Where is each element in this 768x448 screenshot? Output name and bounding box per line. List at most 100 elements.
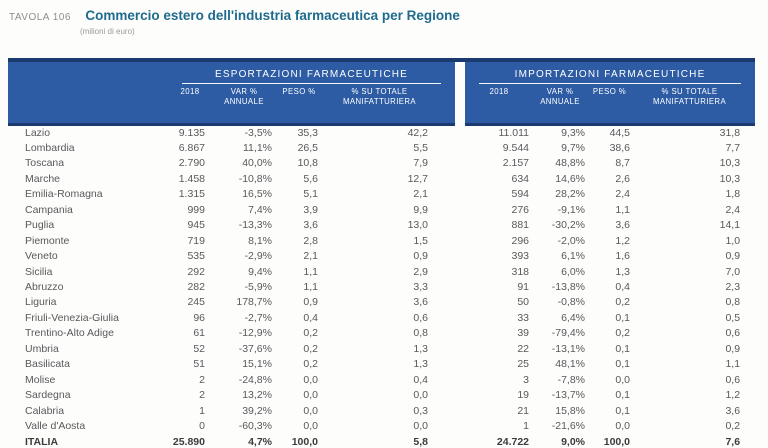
export-totale-cell: 2,9 (413, 265, 429, 278)
import-2018-cell: 393 (511, 250, 530, 263)
import-var-cell: 9,3% (561, 126, 586, 139)
table-row: Umbria 52 -37,6% 0,2 1,3 22 -13,1% 0,1 0… (8, 342, 755, 357)
col-header-export-totale: % SU TOTALE MANIFATTURIERA (322, 84, 456, 126)
table-row: Sardegna 2 13,2% 0,0 0,0 19 -13,7% 0,1 1… (8, 388, 755, 403)
import-totale-cell: 7,0 (725, 265, 741, 278)
table-row: Campania 999 7,4% 3,9 9,9 276 -9,1% 1,1 … (8, 203, 755, 218)
import-2018-cell: 9.544 (502, 141, 530, 154)
export-var-cell: -3,5% (244, 126, 272, 139)
export-var-cell: 178,7% (236, 296, 272, 309)
export-peso-cell: 1,1 (303, 281, 318, 294)
import-peso-cell: 0,0 (615, 420, 631, 433)
import-totale-cell: 0,5 (725, 311, 741, 324)
import-2018-cell: 594 (511, 188, 530, 201)
export-2018-cell: 25.890 (172, 435, 205, 448)
gap-cell (455, 419, 465, 434)
export-peso-cell: 0,0 (303, 373, 318, 386)
export-2018-cell: 292 (187, 265, 205, 278)
export-var-cell: 8,1% (248, 234, 272, 247)
tavola-label: TAVOLA 106 (9, 12, 71, 23)
export-totale-cell: 0,6 (413, 311, 429, 324)
export-2018-cell: 1.315 (178, 188, 205, 201)
gap-cell (455, 280, 465, 295)
region-name-cell: Basilicata (25, 358, 70, 371)
import-totale-cell: 3,6 (725, 404, 741, 417)
table-row: Basilicata 51 15,1% 0,2 1,3 25 48,1% 0,1… (8, 357, 755, 372)
region-name-cell: Sardegna (25, 389, 71, 402)
gap-cell (455, 265, 465, 280)
import-peso-cell: 1,2 (615, 234, 631, 247)
region-name-cell: Calabria (25, 404, 65, 417)
export-2018-cell: 999 (187, 203, 205, 216)
export-totale-cell: 3,3 (413, 281, 429, 294)
import-totale-cell: 1,2 (725, 389, 741, 402)
import-peso-cell: 2,4 (615, 188, 631, 201)
table-row: Valle d'Aosta 0 -60,3% 0,0 0,0 1 -21,6% … (8, 419, 755, 434)
sub-header-row: 2018 VAR % ANNUALE PESO % % SU TOTALE MANI… (8, 84, 756, 126)
import-peso-cell: 0,1 (615, 389, 631, 402)
export-var-cell: -13,3% (238, 219, 272, 232)
col-header-import-peso: PESO % (587, 84, 633, 126)
import-var-cell: -0,8% (557, 296, 586, 309)
export-totale-cell: 9,9 (413, 203, 429, 216)
import-var-cell: -79,4% (551, 327, 586, 340)
region-name-cell: Emilia-Romagna (25, 188, 103, 201)
import-peso-cell: 0,1 (615, 342, 631, 355)
table-body: Lazio 9.135 -3,5% 35,3 42,2 11.011 9,3% … (8, 124, 755, 448)
table-row: Marche 1.458 -10,8% 5,6 12,7 634 14,6% 2… (8, 172, 755, 187)
import-totale-cell: 0,9 (725, 342, 741, 355)
export-peso-cell: 2,1 (303, 250, 318, 263)
import-var-cell: 6,0% (561, 265, 586, 278)
page-title: Commercio estero dell'industria farmaceu… (85, 8, 460, 23)
import-2018-cell: 2.157 (502, 157, 530, 170)
import-2018-cell: 25 (517, 358, 530, 371)
import-totale-cell: 31,8 (719, 126, 741, 139)
export-totale-cell: 0,3 (413, 404, 429, 417)
import-2018-cell: 50 (517, 296, 530, 309)
import-var-cell: -7,8% (557, 373, 586, 386)
export-var-cell: 9,4% (248, 265, 272, 278)
import-peso-cell: 0,2 (615, 296, 631, 309)
gap-cell (455, 373, 465, 388)
table-row: Trentino-Alto Adige 61 -12,9% 0,2 0,8 39… (8, 326, 755, 341)
gap-cell (455, 156, 465, 171)
region-name-cell: Umbria (25, 342, 59, 355)
import-totale-cell: 2,4 (725, 203, 741, 216)
export-totale-cell: 1,3 (413, 358, 429, 371)
export-var-cell: 39,2% (242, 404, 272, 417)
export-totale-cell: 7,9 (413, 157, 429, 170)
import-var-cell: -13,1% (551, 342, 586, 355)
export-var-cell: 15,1% (242, 358, 272, 371)
import-totale-cell: 1,1 (725, 358, 741, 371)
table-row: Lazio 9.135 -3,5% 35,3 42,2 11.011 9,3% … (8, 124, 755, 141)
import-2018-cell: 24.722 (496, 435, 530, 448)
import-totale-cell: 1,8 (725, 188, 741, 201)
export-totale-cell: 5,5 (413, 141, 429, 154)
export-2018-cell: 245 (187, 296, 205, 309)
import-var-cell: -13,7% (551, 389, 586, 402)
import-var-cell: 15,8% (555, 404, 586, 417)
export-2018-cell: 2 (199, 373, 205, 386)
export-group-title: ESPORTAZIONI FARMACEUTICHE (182, 69, 442, 84)
export-var-cell: -24,8% (238, 373, 272, 386)
col-header-import-var: VAR % ANNUALE (533, 84, 588, 126)
export-2018-cell: 9.135 (178, 126, 205, 139)
export-totale-cell: 0,9 (413, 250, 429, 263)
gap-cell (455, 218, 465, 233)
export-peso-cell: 0,0 (303, 420, 318, 433)
import-peso-cell: 8,7 (615, 157, 631, 170)
export-var-cell: -2,9% (244, 250, 272, 263)
gap-cell (455, 404, 465, 419)
table-row: Molise 2 -24,8% 0,0 0,4 3 -7,8% 0,0 0,6 (8, 373, 755, 388)
export-peso-cell: 5,6 (303, 172, 318, 185)
gap-cell (455, 234, 465, 249)
export-var-cell: 16,5% (242, 188, 272, 201)
export-var-cell: -10,8% (238, 172, 272, 185)
region-name-cell: Puglia (25, 219, 55, 232)
import-totale-cell: 10,3 (719, 172, 741, 185)
region-name-cell: Molise (25, 373, 56, 386)
export-2018-cell: 52 (193, 342, 205, 355)
gap-cell (455, 172, 465, 187)
export-2018-cell: 2.790 (178, 157, 205, 170)
import-2018-cell: 1 (523, 420, 530, 433)
